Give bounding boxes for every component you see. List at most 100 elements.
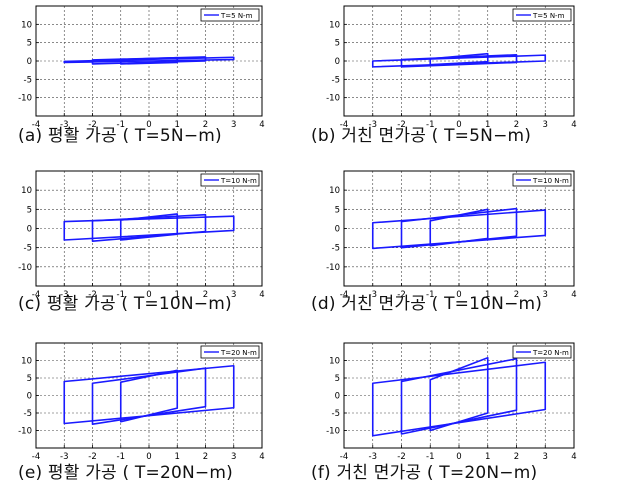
y-tick-label: 0 [27, 57, 32, 67]
y-tick-label: 10 [329, 20, 340, 30]
y-tick-label: 5 [335, 374, 340, 384]
legend-label: T=10 N-m [532, 177, 569, 185]
y-tick-label: -10 [326, 427, 340, 437]
y-tick-label: -5 [332, 244, 340, 254]
y-tick-label: 0 [335, 57, 340, 67]
y-tick-label: 0 [335, 225, 340, 235]
x-tick-label: 1 [485, 290, 490, 300]
x-tick-label: -4 [32, 452, 40, 462]
x-tick-label: 3 [543, 452, 548, 462]
x-tick-label: -4 [340, 120, 348, 130]
x-tick-label: -3 [369, 120, 377, 130]
y-tick-label: -5 [24, 75, 32, 85]
y-tick-label: 10 [329, 186, 340, 196]
y-tick-label: 5 [27, 374, 32, 384]
legend-box [200, 173, 260, 187]
y-tick-label: -10 [18, 263, 32, 273]
y-tick-label: 5 [27, 205, 32, 215]
hysteresis-loop [400, 357, 518, 435]
x-tick-label: 4 [571, 452, 576, 462]
x-tick-label: 1 [175, 290, 180, 300]
hysteresis-loop [91, 367, 207, 425]
x-tick-label: 0 [456, 120, 461, 130]
hysteresis-loop [119, 369, 179, 423]
hysteresis-loop [429, 356, 489, 432]
x-tick-label: 3 [231, 452, 236, 462]
legend-box [200, 8, 260, 22]
y-tick-label: 0 [335, 392, 340, 402]
x-tick-label: 4 [259, 452, 264, 462]
legend-box [512, 173, 572, 187]
x-tick-label: -4 [340, 290, 348, 300]
x-tick-label: -2 [397, 120, 405, 130]
y-tick-label: 5 [335, 39, 340, 49]
y-tick-label: 10 [329, 357, 340, 367]
y-tick-label: -5 [24, 244, 32, 254]
x-tick-label: -2 [88, 290, 96, 300]
hysteresis-loop [429, 208, 489, 247]
x-tick-label: -3 [60, 290, 68, 300]
legend-label: T=20 N-m [532, 349, 569, 357]
legend-box [200, 345, 260, 359]
x-tick-label: 1 [485, 120, 490, 130]
x-tick-label: -3 [60, 452, 68, 462]
x-tick-label: -2 [88, 452, 96, 462]
x-tick-label: 3 [231, 290, 236, 300]
x-tick-label: 4 [259, 120, 264, 130]
x-tick-label: 3 [231, 120, 236, 130]
x-tick-label: -4 [340, 452, 348, 462]
x-tick-label: -4 [32, 120, 40, 130]
y-tick-label: 5 [27, 39, 32, 49]
hysteresis-loop [371, 361, 547, 437]
x-tick-label: -2 [88, 120, 96, 130]
x-tick-label: 3 [543, 290, 548, 300]
x-tick-label: 0 [146, 452, 151, 462]
y-tick-label: -5 [332, 75, 340, 85]
panel-caption: (e) 평활 가공 ( T=20N−m) [18, 463, 233, 483]
hysteresis-loop [429, 52, 489, 66]
x-tick-label: 0 [146, 120, 151, 130]
panel-caption: (f) 거친 면가공 ( T=20N−m) [311, 463, 538, 483]
y-tick-label: -5 [24, 409, 32, 419]
x-tick-label: 0 [146, 290, 151, 300]
x-tick-label: 4 [571, 290, 576, 300]
x-tick-label: 2 [203, 452, 208, 462]
x-tick-label: -1 [426, 452, 434, 462]
x-tick-label: 2 [514, 452, 519, 462]
x-tick-label: 1 [175, 120, 180, 130]
x-tick-label: -3 [60, 120, 68, 130]
x-tick-label: -1 [117, 452, 125, 462]
x-tick-label: -4 [32, 290, 40, 300]
x-tick-label: -3 [369, 452, 377, 462]
x-tick-label: -1 [117, 290, 125, 300]
y-tick-label: -5 [332, 409, 340, 419]
x-tick-label: 4 [259, 290, 264, 300]
legend-label: T=20 N-m [220, 349, 257, 357]
panel-caption: (c) 평활 가공 ( T=10N−m) [18, 294, 232, 314]
y-tick-label: 0 [27, 392, 32, 402]
x-tick-label: 2 [203, 290, 208, 300]
x-tick-label: 2 [514, 290, 519, 300]
hysteresis-loop [119, 56, 179, 65]
hysteresis-loop [119, 213, 179, 241]
y-tick-label: 10 [21, 20, 32, 30]
x-tick-label: -2 [397, 290, 405, 300]
x-tick-label: 3 [543, 120, 548, 130]
panel-caption: (a) 평활 가공 ( T=5N−m) [18, 126, 222, 146]
legend-box [512, 345, 572, 359]
y-tick-label: 10 [21, 186, 32, 196]
x-tick-label: 0 [456, 290, 461, 300]
y-tick-label: -10 [326, 94, 340, 104]
legend-label: T=5 N-m [220, 12, 253, 20]
x-tick-label: -1 [426, 120, 434, 130]
x-tick-label: -1 [426, 290, 434, 300]
x-tick-label: 1 [175, 452, 180, 462]
hysteresis-loop [63, 364, 235, 425]
x-tick-label: 0 [456, 452, 461, 462]
